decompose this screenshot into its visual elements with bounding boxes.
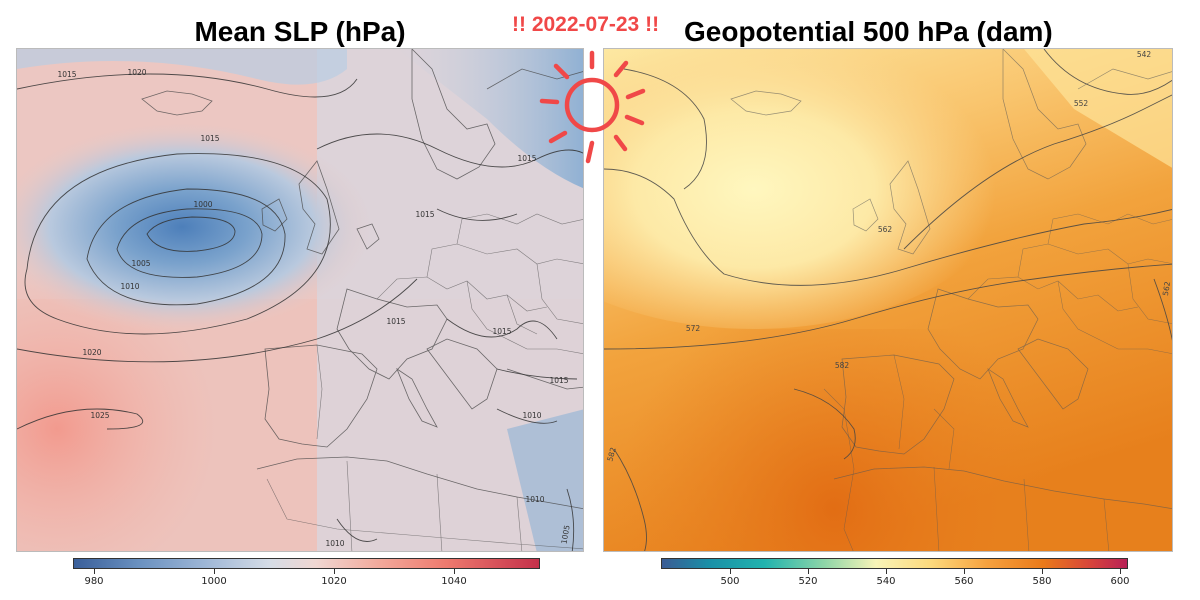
slp-colorbar-tick: [334, 569, 335, 574]
geopotential-colorbar-tick-label: 600: [1110, 576, 1130, 587]
geopotential-colorbar-tick: [886, 569, 887, 574]
slp-contour-label: 1000: [193, 200, 212, 209]
sun-icon: [539, 50, 646, 164]
slp-contour-label: 1010: [325, 539, 344, 548]
slp-contour-label: 1015: [415, 210, 434, 219]
geopotential-colorbar-tick: [730, 569, 731, 574]
slp-contour-label: 1015: [549, 376, 568, 385]
slp-contour-labels: 1015 1020 1015 1015 1000 1005 1010 1020 …: [57, 68, 571, 548]
slp-map-panel: 1015 1020 1015 1015 1000 1005 1010 1020 …: [16, 48, 584, 552]
geopotential-contour-label: 562: [878, 225, 893, 234]
geopotential-colorbar-tick: [808, 569, 809, 574]
slp-colorbar-tick: [94, 569, 95, 574]
geopotential-map-panel: 542 552 562 572 582 582 562: [603, 48, 1173, 552]
slp-contour-label: 1005: [131, 259, 150, 268]
geopotential-colorbar-tick-label: 500: [720, 576, 740, 587]
slp-colorbar-tick-label: 1000: [201, 576, 227, 587]
left-map-title: Mean SLP (hPa): [194, 16, 406, 47]
geopotential-contour-label: 542: [1137, 50, 1152, 59]
geopotential-colorbar-tick-label: 520: [798, 576, 818, 587]
slp-contour-label: 1010: [522, 411, 541, 420]
slp-colorbar-tick: [214, 569, 215, 574]
slp-contour-label: 1025: [90, 411, 109, 420]
slp-colorbar-tick-label: 1020: [321, 576, 347, 587]
geopotential-colorbar-tick-label: 580: [1032, 576, 1052, 587]
geopotential-colorbar-tick: [964, 569, 965, 574]
geopotential-colorbar: [661, 558, 1128, 569]
slp-colorbar: [73, 558, 540, 569]
right-map-title: Geopotential 500 hPa (dam): [684, 16, 1053, 47]
slp-contour-label: 1010: [120, 282, 139, 291]
geopotential-colorbar-tick-label: 540: [876, 576, 896, 587]
slp-map: 1015 1020 1015 1015 1000 1005 1010 1020 …: [17, 49, 583, 551]
slp-contour-label: 1015: [200, 134, 219, 143]
slp-contour-label: 1015: [492, 327, 511, 336]
date-label: !! 2022-07-23 !!: [512, 13, 660, 36]
slp-colorbar-tick-label: 1040: [441, 576, 467, 587]
geopotential-map: 542 552 562 572 582 582 562: [604, 49, 1172, 551]
slp-contour-label: 1005: [559, 524, 571, 545]
slp-contour-label: 1020: [82, 348, 101, 357]
slp-contour-label: 1020: [127, 68, 146, 77]
geopotential-contour-label: 572: [686, 324, 701, 333]
geopotential-contour-label: 562: [1161, 281, 1172, 297]
slp-contour-label: 1015: [386, 317, 405, 326]
geopotential-colorbar-tick: [1120, 569, 1121, 574]
geopotential-colorbar-tick: [1042, 569, 1043, 574]
slp-colorbar-tick: [454, 569, 455, 574]
geopotential-contour-label: 552: [1074, 99, 1089, 108]
geopotential-contour-label: 582: [835, 361, 850, 370]
slp-contour-label: 1015: [517, 154, 536, 163]
slp-contour-label: 1010: [525, 495, 544, 504]
slp-contour-label: 1015: [57, 70, 76, 79]
geopotential-contour-label: 582: [605, 446, 617, 462]
geopotential-colorbar-tick-label: 560: [954, 576, 974, 587]
slp-colorbar-tick-label: 980: [84, 576, 104, 587]
geopotential-contour-labels: 542 552 562 572 582 582 562: [605, 50, 1172, 462]
